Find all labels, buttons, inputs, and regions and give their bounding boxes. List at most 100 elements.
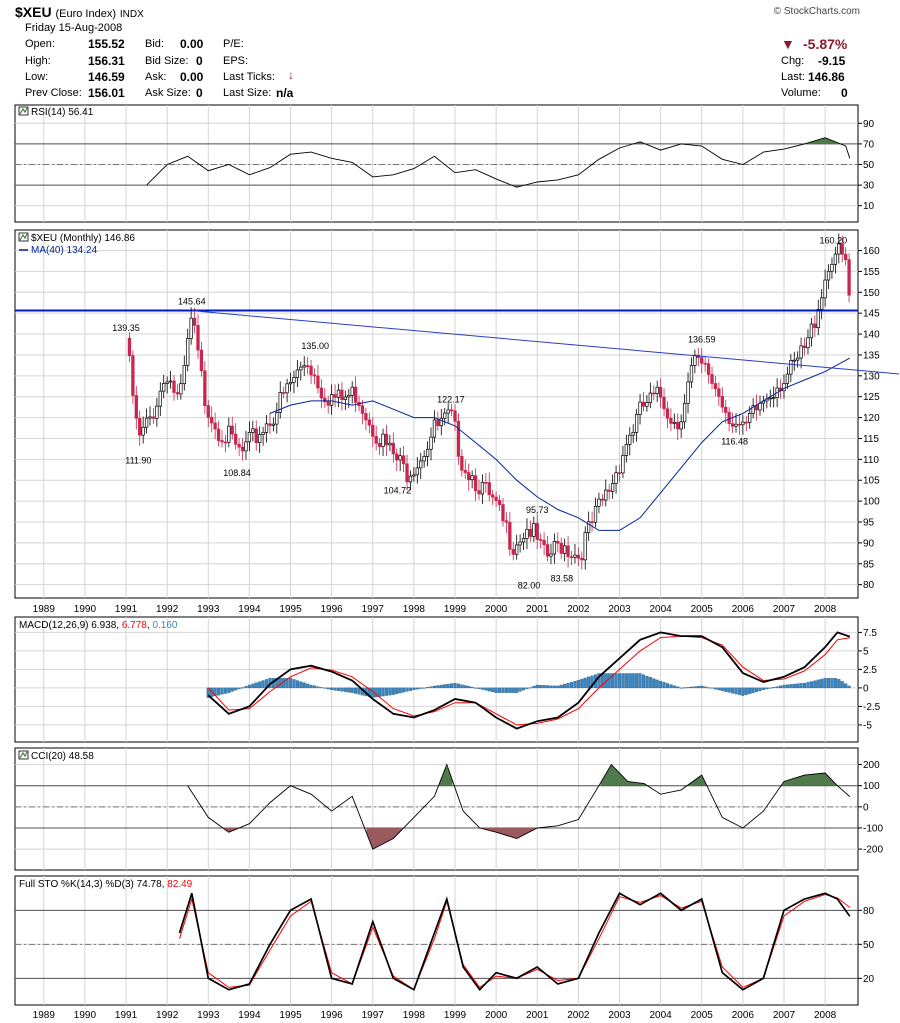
candle-body: [470, 475, 474, 481]
macd-histogram-bar: [707, 687, 711, 689]
x-axis-year-label: 2005: [691, 604, 714, 615]
price-annotation-label: 139.35: [112, 323, 140, 333]
candle-body: [350, 386, 354, 396]
candle-body: [724, 406, 728, 413]
candle-body: [556, 541, 560, 544]
price-annotation-label: 122.17: [437, 395, 465, 405]
price-annotation-label: 116.48: [721, 436, 748, 446]
macd-histogram-bar: [326, 687, 330, 690]
macd-histogram-bar: [292, 679, 296, 689]
candle-body: [302, 365, 306, 368]
macd-histogram-bar: [350, 687, 354, 693]
candle-body: [340, 389, 344, 400]
cci-y-tick-label: -200: [863, 845, 883, 856]
macd-histogram-bar: [761, 687, 765, 690]
macd-histogram-bar: [782, 684, 786, 689]
macd-histogram-bar: [217, 687, 221, 696]
macd-histogram-bar: [477, 687, 481, 689]
macd-y-tick-label: -2.5: [863, 702, 881, 713]
candle-body: [216, 428, 221, 441]
candle-body: [573, 554, 577, 558]
candle-body: [833, 253, 838, 265]
macd-histogram-bar: [535, 684, 539, 689]
price-annotation-label: 111.90: [125, 455, 151, 465]
candle-body: [792, 359, 796, 362]
candle-body: [419, 460, 423, 469]
macd-histogram-bar: [521, 687, 526, 691]
candle-body: [408, 475, 413, 483]
macd-histogram-bar: [563, 683, 567, 689]
sto-y-tick-label: 50: [863, 940, 875, 951]
price-y-tick-label: 115: [863, 434, 879, 445]
candle-body: [847, 259, 851, 296]
candle-body: [189, 317, 193, 339]
bidsize-value: 0: [196, 54, 203, 68]
price-y-tick-label: 90: [863, 538, 875, 549]
x-axis-year-label-bottom: 1990: [74, 1010, 97, 1021]
candle-body: [230, 425, 234, 435]
candle-body: [823, 279, 827, 299]
macd-histogram-bar: [837, 679, 841, 689]
low-label: Low:: [25, 71, 49, 83]
macd-y-tick-label: -5: [863, 720, 872, 731]
sto-panel-frame: [14, 875, 859, 1006]
candle-body: [566, 545, 570, 558]
macd-histogram-bar: [652, 678, 656, 689]
candle-body: [693, 354, 697, 366]
candle-body: [367, 419, 371, 426]
x-axis-year-label-bottom: 2000: [485, 1010, 508, 1021]
macd-histogram-bar: [381, 687, 385, 697]
candle-body: [288, 382, 293, 385]
macd-histogram-bar: [426, 687, 430, 689]
candle-body: [645, 402, 649, 407]
macd-histogram-bar: [830, 678, 834, 689]
macd-histogram-bar: [669, 684, 673, 689]
candle-body: [381, 433, 385, 447]
macd-histogram-bar: [312, 685, 317, 689]
candle-body: [734, 423, 738, 427]
candle-body: [552, 541, 557, 555]
macd-histogram-bar: [631, 673, 635, 689]
candle-body: [384, 433, 389, 446]
macd-histogram-bar: [751, 687, 755, 693]
macd-histogram-bar: [402, 687, 406, 693]
x-axis-year-label: 2004: [649, 604, 672, 615]
candle-body: [785, 373, 790, 384]
candle-body: [223, 441, 228, 444]
macd-histogram-bar: [474, 687, 478, 689]
candle-body: [388, 442, 392, 446]
candle-body: [127, 337, 132, 357]
candle-body: [477, 490, 481, 495]
candle-body: [621, 454, 625, 474]
header-title: $XEU (Euro Index) INDX: [15, 4, 144, 20]
macd-histogram-bar: [525, 687, 529, 690]
macd-histogram-bar: [498, 687, 502, 693]
macd-histogram-bar: [693, 686, 697, 689]
candle-body: [432, 419, 437, 438]
macd-histogram-bar: [806, 682, 810, 689]
macd-histogram-bar: [672, 685, 676, 689]
x-axis-year-label: 2003: [608, 604, 631, 615]
candle-body: [600, 498, 605, 501]
macd-histogram-bar: [244, 686, 248, 689]
macd-histogram-bar: [429, 686, 433, 689]
macd-histogram-bar: [710, 687, 714, 689]
x-axis-year-label-bottom: 2005: [691, 1010, 714, 1021]
candle-body: [744, 421, 748, 424]
candle-body: [772, 397, 776, 399]
candle-body: [422, 456, 426, 462]
macd-histogram-bar: [549, 685, 553, 689]
candle-body: [312, 374, 317, 377]
cci-y-tick-label: 200: [863, 760, 880, 771]
bidsize-label: Bid Size:: [145, 55, 189, 67]
cci-low-fill: [481, 828, 537, 839]
cci-high-fill: [688, 775, 707, 786]
sto-k-line: [178, 892, 851, 992]
x-axis-year-label-bottom: 1997: [362, 1010, 385, 1021]
candle-body: [282, 392, 286, 394]
bid-value: 0.00: [180, 37, 204, 51]
macd-y-tick-label: 2.5: [863, 665, 877, 676]
candle-body: [206, 405, 210, 418]
candle-body: [329, 394, 334, 406]
candle-body: [210, 416, 214, 424]
